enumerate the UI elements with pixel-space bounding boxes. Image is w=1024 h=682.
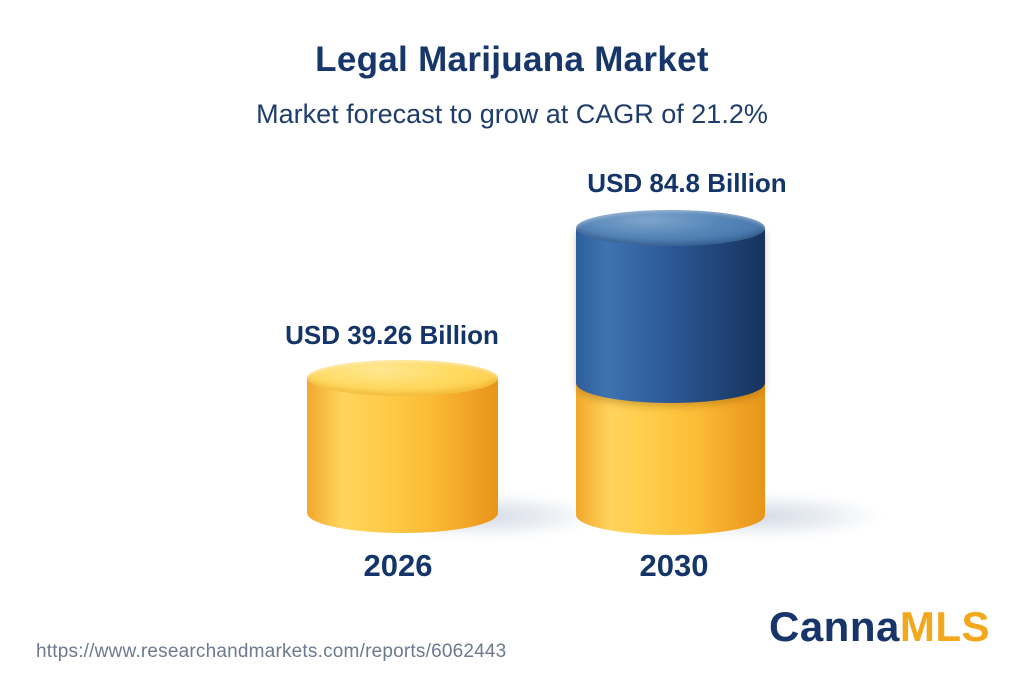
cylinder-2030-yellow-segment <box>576 383 765 535</box>
cylinder-2026 <box>307 360 599 539</box>
cylinder-2030-top-face <box>576 210 765 246</box>
cylinder-2030-blue-segment <box>576 228 765 403</box>
brand-logo: CannaMLS <box>769 603 990 651</box>
cylinder-2030 <box>576 210 882 539</box>
year-label-2026: 2026 <box>363 548 433 583</box>
value-label-2026: USD 39.26 Billion <box>285 320 499 350</box>
source-url: https://www.researchandmarkets.com/repor… <box>36 641 507 662</box>
logo-canna: Canna <box>768 603 900 650</box>
chart-subtitle: Market forecast to grow at CAGR of 21.2% <box>256 99 768 129</box>
cylinder-2026-top-face <box>307 360 498 396</box>
cylinder-2026-body <box>307 378 498 533</box>
logo-mls: MLS <box>899 603 990 650</box>
year-label-2030: 2030 <box>639 548 709 583</box>
chart-title: Legal Marijuana Market <box>315 40 709 79</box>
value-label-2030: USD 84.8 Billion <box>587 168 787 198</box>
